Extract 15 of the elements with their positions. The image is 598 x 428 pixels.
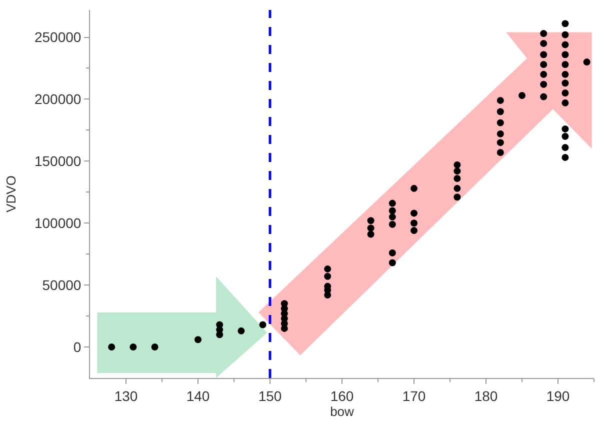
y-tick-label: 50000 [42, 276, 82, 293]
y-axis-title: VDVO [3, 176, 18, 212]
y-tick-label: 0 [73, 338, 82, 355]
x-axis-title: bow [330, 404, 355, 419]
x-tick-label: 180 [474, 388, 498, 404]
y-tick-label: 100000 [34, 215, 82, 232]
x-tick-label: 190 [546, 388, 570, 404]
x-tick-label: 170 [402, 388, 426, 404]
y-tick-label: 200000 [34, 91, 82, 108]
x-tick-label: 160 [330, 388, 354, 404]
y-tick-label: 150000 [34, 153, 82, 170]
x-tick-label: 140 [186, 388, 210, 404]
x-tick-label: 130 [114, 388, 138, 404]
y-tick-label: 250000 [34, 29, 82, 46]
x-tick-label: 150 [258, 388, 282, 404]
